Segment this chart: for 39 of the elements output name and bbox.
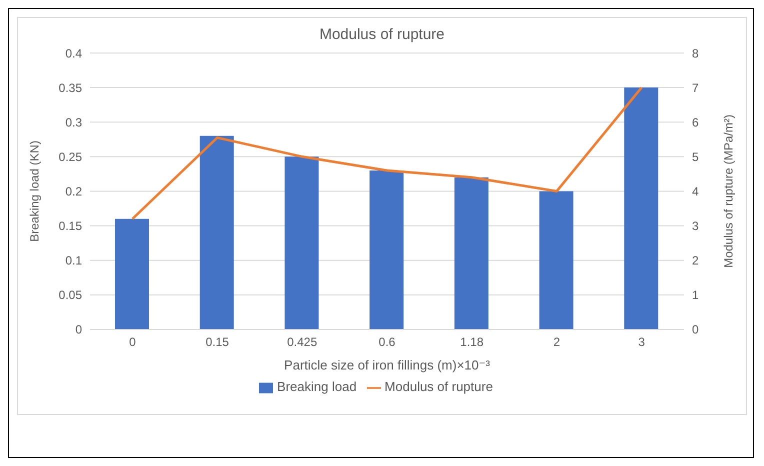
y-tick-label: 0.05	[58, 288, 82, 302]
y2-tick-label: 4	[692, 184, 699, 198]
x-tick-label: 3	[638, 334, 646, 349]
x-tick-label: 0	[129, 334, 136, 349]
legend-label: Breaking load	[277, 379, 357, 394]
y-axis-title: Breaking load (KN)	[27, 140, 42, 242]
y-tick-label: 0.4	[65, 46, 82, 60]
bar	[115, 218, 149, 330]
y2-axis-title: Modulus of rupture (MPa/m²)	[721, 114, 736, 268]
bar	[284, 156, 319, 330]
y-tick-label: 0.2	[65, 184, 82, 198]
y2-tick-label: 1	[692, 288, 699, 302]
y-tick-label: 0.25	[58, 150, 82, 164]
y2-tick-label: 8	[692, 46, 699, 60]
bar	[200, 136, 234, 330]
y-tick-label: 0.35	[58, 80, 82, 95]
bar	[539, 191, 574, 330]
bar	[624, 88, 658, 330]
y-tick-label: 0.1	[65, 254, 82, 268]
y2-tick-label: 3	[692, 219, 699, 234]
x-tick-label: 1.18	[460, 334, 484, 349]
y2-tick-label: 0	[692, 322, 699, 337]
y2-tick-label: 6	[692, 115, 699, 130]
x-tick-label: 0.15	[206, 334, 230, 349]
y2-tick-label: 7	[692, 80, 699, 95]
legend-label: Modulus of rupture	[384, 379, 493, 394]
y-tick-label: 0	[75, 322, 82, 337]
y2-tick-label: 5	[692, 150, 699, 164]
chart-title: Modulus of rupture	[318, 26, 446, 43]
y-tick-label: 0.15	[58, 219, 82, 234]
y-tick-label: 0.3	[65, 115, 82, 130]
x-tick-label: 0.425	[287, 334, 318, 349]
bar	[370, 170, 404, 330]
line-series	[131, 86, 643, 220]
x-tick-label: 0.6	[378, 334, 396, 349]
x-axis-title: Particle size of iron fillings (m)×10⁻³	[284, 357, 491, 372]
bar	[454, 177, 488, 330]
x-tick-label: 2	[553, 334, 560, 349]
y2-tick-label: 2	[692, 254, 699, 268]
